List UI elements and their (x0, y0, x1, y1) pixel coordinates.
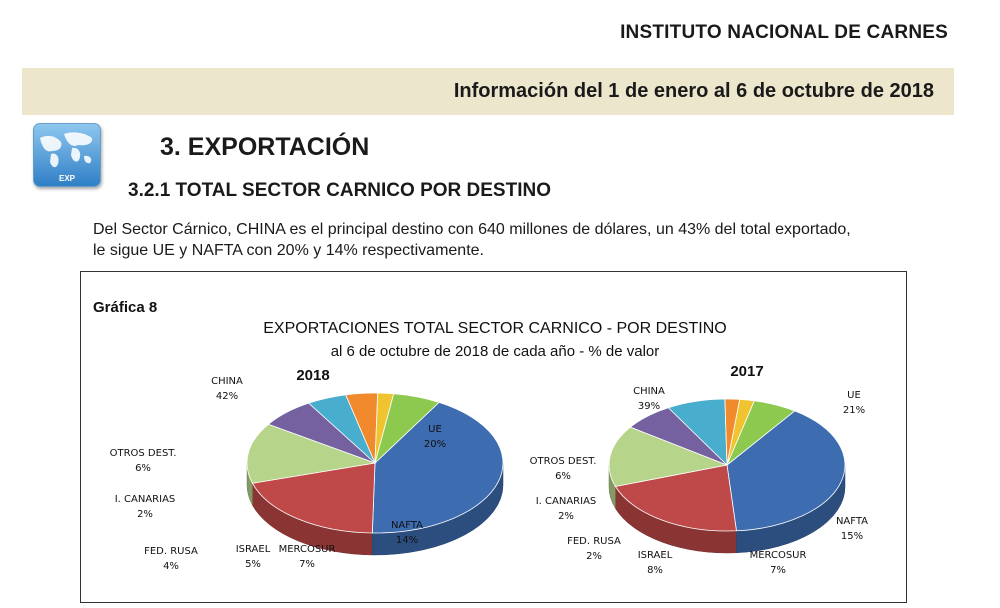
pie-year-2017: 2017 (730, 363, 763, 380)
pie-2018-value-fed-rusa: 4% (163, 561, 179, 572)
pie-2017-label-mercosur: MERCOSUR (750, 550, 807, 561)
pie-2017-slice-ue (614, 464, 737, 532)
pie-2017: 2017 CHINA 39% UE 21% NAFTA 15% MERCOSUR 7% ISRAE… (530, 363, 869, 576)
pie-2017-value-nafta: 15% (841, 531, 863, 542)
pie-2018: 2018 CHINA 42% UE 20% NAFTA 14% MERCOSUR 7% ISRAE… (110, 367, 504, 572)
chart-subtitle: al 6 de octubre de 2018 de cada año - % … (331, 343, 660, 360)
pie-2018-label-otros-dest: OTROS DEST. (110, 448, 177, 459)
pie-2017-slice-nafta (608, 426, 729, 487)
pie-2017-value-china: 39% (638, 401, 660, 412)
chart-frame: Gráfica 8 EXPORTACIONES TOTAL SECTOR CAR… (80, 271, 907, 603)
pie-2017-slice-otros-dest (726, 400, 796, 466)
pie-2018-value-china: 42% (216, 391, 238, 402)
pie-2017-label-nafta: NAFTA (836, 516, 868, 527)
pie-2018-label-i-canarias: I. CANARIAS (115, 494, 176, 505)
subsection-title: 3.2.1 TOTAL SECTOR CARNICO POR DESTINO (128, 180, 551, 201)
pie-2017-value-fed-rusa: 2% (586, 551, 602, 562)
pie-2017-value-otros-dest: 6% (555, 471, 571, 482)
pie-year-2018: 2018 (296, 367, 329, 384)
pie-2017-label-fed-rusa: FED. RUSA (567, 536, 621, 547)
pie-2017-value-i-canarias: 2% (558, 511, 574, 522)
pie-2018-value-israel: 5% (245, 559, 261, 570)
pie-2018-slice-ue (251, 462, 376, 534)
period-text: Información del 1 de enero al 6 de octub… (453, 80, 934, 102)
period-banner: Información del 1 de enero al 6 de octub… (22, 68, 954, 115)
section-title: 3. EXPORTACIÓN (160, 133, 370, 161)
pie-2018-slice-nafta (246, 423, 377, 484)
export-icon-label: EXP (58, 174, 75, 183)
figure-label: Gráfica 8 (93, 299, 157, 316)
pie-2017-label-china: CHINA (633, 386, 665, 397)
pie-2018-slice-otros-dest (374, 393, 440, 465)
pie-2018-value-otros-dest: 6% (135, 463, 151, 474)
pie-2018-value-i-canarias: 2% (137, 509, 153, 520)
pie-2018-label-china: CHINA (211, 376, 243, 387)
institute-title: INSTITUTO NACIONAL DE CARNES (620, 22, 948, 43)
export-globe-icon: EXP (33, 123, 101, 187)
pie-2018-label-nafta: NAFTA (391, 520, 423, 531)
pie-2017-label-i-canarias: I. CANARIAS (536, 496, 597, 507)
pie-2018-value-ue: 20% (424, 439, 446, 450)
pie-2018-label-israel: ISRAEL (236, 544, 271, 555)
summary-paragraph: Del Sector Cárnico, CHINA es el principa… (93, 221, 851, 259)
pie-2017-label-israel: ISRAEL (638, 550, 673, 561)
chart-title: EXPORTACIONES TOTAL SECTOR CARNICO - POR… (263, 320, 726, 337)
pie-2018-value-mercosur: 7% (299, 559, 315, 570)
pie-2018-label-ue: UE (428, 424, 442, 435)
pie-2018-label-mercosur: MERCOSUR (279, 544, 336, 555)
pie-2017-label-ue: UE (847, 390, 861, 401)
pie-2017-label-otros-dest: OTROS DEST. (530, 456, 597, 467)
pie-2018-label-fed-rusa: FED. RUSA (144, 546, 198, 557)
pie-2017-value-israel: 8% (647, 565, 663, 576)
pie-2017-value-ue: 21% (843, 405, 865, 416)
pie-2017-value-mercosur: 7% (770, 565, 786, 576)
pie-2017-slice-china (726, 410, 846, 532)
pie-charts: Gráfica 8 EXPORTACIONES TOTAL SECTOR CAR… (93, 299, 869, 576)
pie-2018-value-nafta: 14% (396, 535, 418, 546)
